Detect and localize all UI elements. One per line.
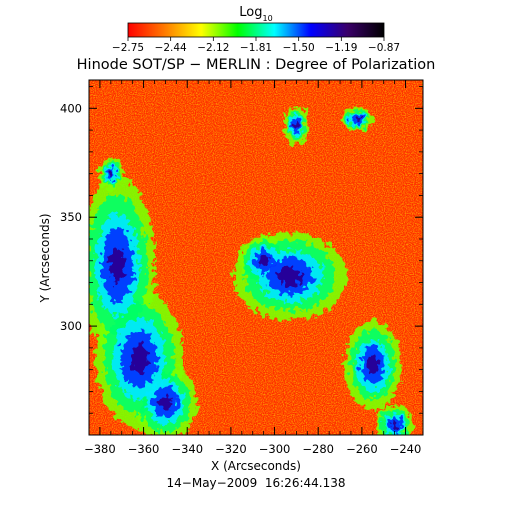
x-axis: −380 −360 −340 −320 −300 −280 −260 −240 (84, 80, 421, 456)
plot-frame (88, 79, 424, 436)
y-axis-label: Y (Arcseconds) (38, 213, 52, 303)
colorbar-tick-label: −1.19 (325, 42, 357, 54)
colorbar-ticks: −2.75 −2.44 −2.12 −1.81 −1.50 −1.19 −0.87 (112, 37, 400, 54)
y-tick-label: 300 (60, 319, 82, 333)
polarization-region (354, 116, 361, 122)
colorbar-tick-label: −2.44 (155, 42, 187, 54)
colorbar-tick-label: −1.81 (240, 42, 272, 54)
polarization-region (108, 170, 114, 177)
polarization-region (390, 420, 399, 429)
observation-timestamp: 14−May−2009 16:26:44.138 (167, 476, 346, 490)
high-polarization-regions (89, 106, 414, 435)
polarization-region (293, 121, 300, 130)
colorbar: Log10 −2.75 −2.44 −2.12 −1.81 −1.50 −1.19 −0.8… (112, 5, 400, 54)
colorbar-tick-label: −2.75 (112, 42, 144, 54)
x-tick-label: −360 (128, 442, 160, 456)
polarization-region (109, 246, 126, 284)
x-tick-label: −260 (346, 442, 378, 456)
y-tick-label: 400 (60, 101, 82, 115)
x-tick-label: −300 (259, 442, 291, 456)
x-tick-label: −380 (84, 442, 116, 456)
heatmap-image (89, 80, 423, 435)
colorbar-tick-label: −0.87 (368, 42, 400, 54)
polarization-region (278, 266, 302, 286)
polarization-region (130, 344, 149, 374)
x-tick-label: −340 (171, 442, 203, 456)
x-tick-label: −320 (215, 442, 247, 456)
colorbar-tick-label: −2.12 (197, 42, 229, 54)
y-axis: 300 350 400 (60, 86, 423, 414)
polarization-region (258, 255, 269, 266)
chart-title: Hinode SOT/SP − MERLIN : Degree of Polar… (77, 57, 436, 73)
polarization-region (158, 394, 172, 411)
y-tick-label: 350 (60, 210, 82, 224)
x-axis-label: X (Arcseconds) (211, 459, 301, 473)
colorbar-tick-label: −1.50 (283, 42, 315, 54)
colorbar-gradient (127, 22, 385, 38)
x-tick-label: −240 (390, 442, 422, 456)
x-tick-label: −280 (302, 442, 334, 456)
colorbar-title: Log10 (239, 5, 272, 23)
polarization-region (366, 356, 379, 375)
